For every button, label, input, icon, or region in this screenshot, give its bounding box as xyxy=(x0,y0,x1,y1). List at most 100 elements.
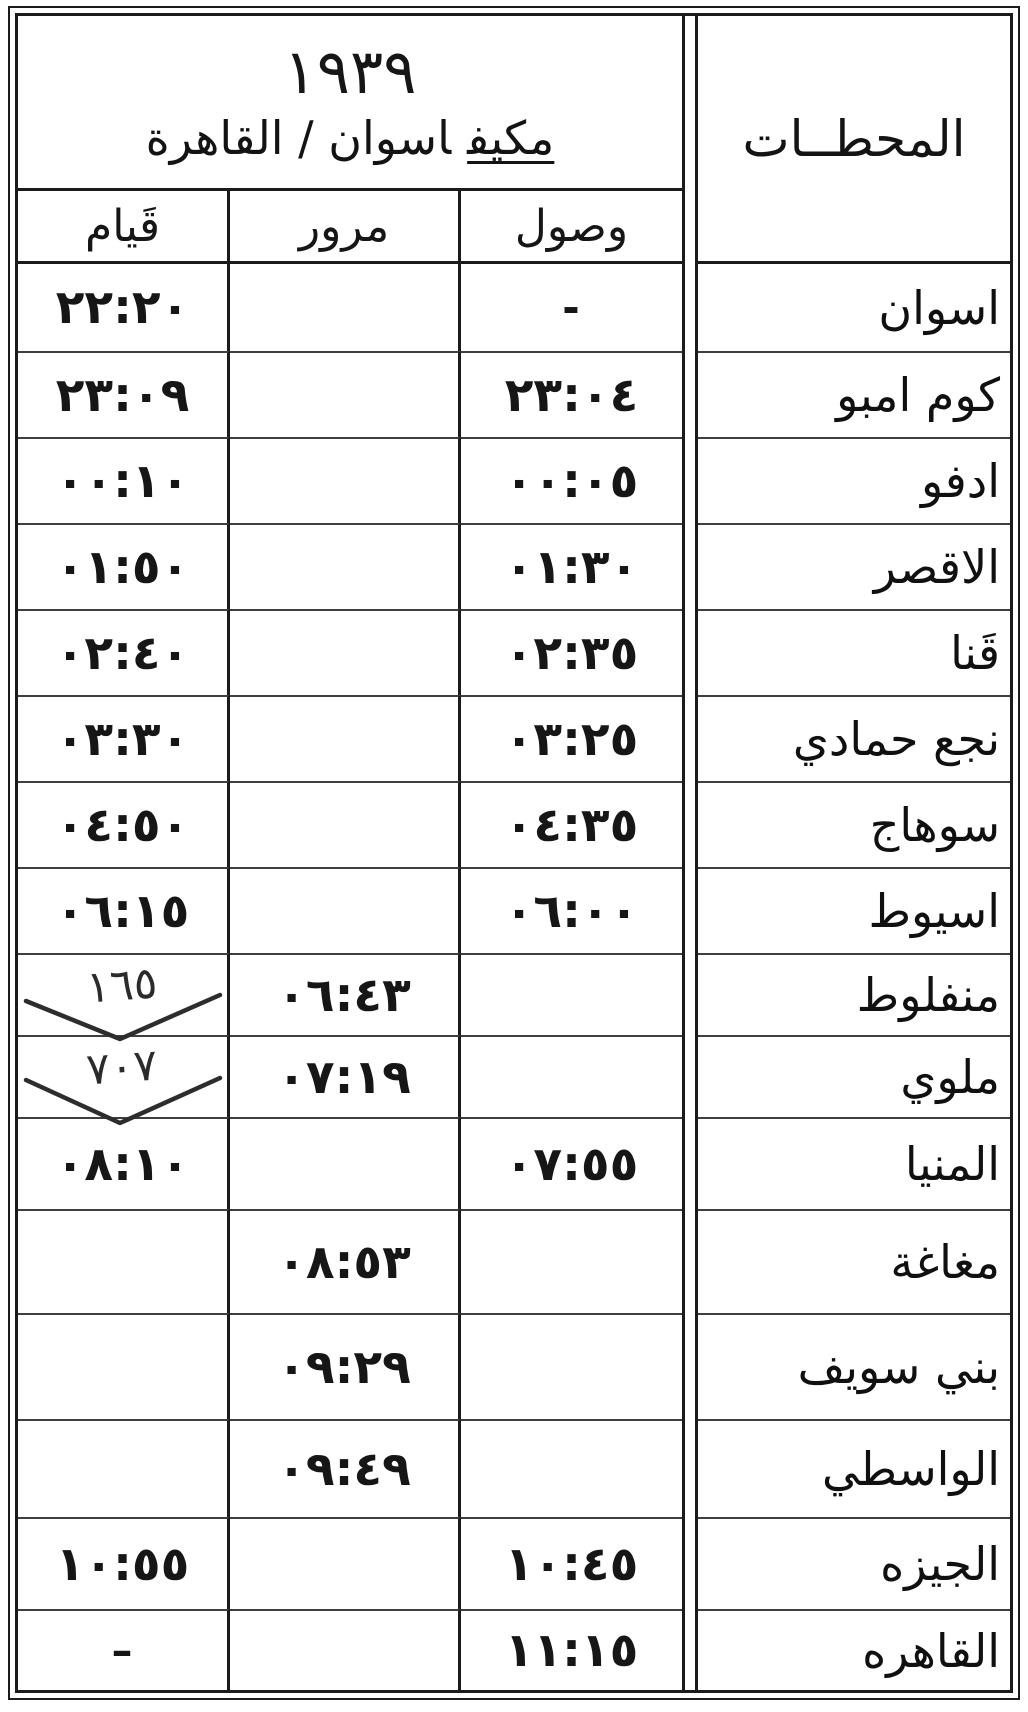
station-name: اسيوط xyxy=(868,884,1000,938)
arrival-cell: ١٠:٤٥ xyxy=(461,1517,682,1609)
station-name: سوهاج xyxy=(869,798,1000,852)
departure-time: ٠٦:١٥ xyxy=(55,883,190,939)
handwritten-annotation: ٧٠٧ xyxy=(18,1037,227,1126)
departure-cell: ٠٨:١٠ xyxy=(18,1117,230,1209)
passing-cell: ٠٩:٢٩ xyxy=(230,1313,461,1419)
arrival-time: ٠٠:٠٥ xyxy=(504,453,639,509)
passing-cell xyxy=(230,867,461,953)
departure-time: ١٠:٥٥ xyxy=(55,1536,190,1592)
timetable-grid: ١٩٣٩ مكيف اسوان / القاهرة قَيام مرور وصول… xyxy=(18,16,1010,1690)
passing-cell xyxy=(230,523,461,609)
handwritten-check-mark xyxy=(23,1075,222,1126)
station-cell: سوهاج xyxy=(698,781,1010,867)
timetable-frame: ١٩٣٩ مكيف اسوان / القاهرة قَيام مرور وصول… xyxy=(8,6,1020,1700)
passing-time: ٠٧:١٩ xyxy=(277,1049,411,1105)
arrival-time: ٠١:٣٠ xyxy=(504,539,639,595)
departure-cell xyxy=(18,1313,230,1419)
departure-cell: ٠٦:١٥ xyxy=(18,867,230,953)
station-name: ادفو xyxy=(920,454,1000,508)
station-cell: القاهره xyxy=(698,1609,1010,1690)
double-rule-separator xyxy=(682,16,698,1690)
station-name: نجع حمادي xyxy=(792,712,1000,766)
arrival-time: ٢٣:٠٤ xyxy=(504,367,639,423)
arrival-cell: ١١:١٥ xyxy=(461,1609,682,1690)
departure-time: ٠٠:١٠ xyxy=(55,453,190,509)
route-label: اسوان / القاهرة xyxy=(145,110,452,165)
arrival-cell xyxy=(461,953,682,1035)
passing-cell xyxy=(230,695,461,781)
station-cell: نجع حمادي xyxy=(698,695,1010,781)
passing-cell: ٠٦:٤٣ xyxy=(230,953,461,1035)
passing-cell xyxy=(230,351,461,437)
passing-cell: ٠٧:١٩ xyxy=(230,1035,461,1117)
station-name: الواسطي xyxy=(822,1442,1000,1496)
arrival-time: ١٠:٤٥ xyxy=(504,1536,639,1592)
station-cell: المنيا xyxy=(698,1117,1010,1209)
arrival-cell: ٠٠:٠٥ xyxy=(461,437,682,523)
station-name: بني سويف xyxy=(797,1340,1000,1394)
station-cell: منفلوط xyxy=(698,953,1010,1035)
passing-cell xyxy=(230,1517,461,1609)
service-type-label: مكيف xyxy=(467,110,555,165)
handwritten-annotation: ١٦٥ xyxy=(18,955,227,1042)
station-cell: اسوان xyxy=(698,264,1010,351)
arrival-cell xyxy=(461,1035,682,1117)
arrival-time: ٠٧:٥٥ xyxy=(504,1136,639,1192)
passing-cell: ٠٩:٤٩ xyxy=(230,1419,461,1517)
departure-cell: ٢٢:٢٠ xyxy=(18,264,230,351)
arrival-cell: ٠٢:٣٥ xyxy=(461,609,682,695)
departure-cell xyxy=(18,1419,230,1517)
passing-cell xyxy=(230,781,461,867)
passing-time: ٠٦:٤٣ xyxy=(277,967,411,1023)
column-header-departure: قَيام xyxy=(18,191,230,264)
column-header-arrival: وصول xyxy=(461,191,682,264)
station-cell: بني سويف xyxy=(698,1313,1010,1419)
departure-cell: ٧٠٧ xyxy=(18,1035,230,1126)
departure-time: ٠٢:٤٠ xyxy=(55,625,190,681)
station-name: اسوان xyxy=(878,280,1000,335)
station-cell: الجيزه xyxy=(698,1517,1010,1609)
passing-cell xyxy=(230,264,461,351)
departure-cell xyxy=(18,1209,230,1313)
station-name: المنيا xyxy=(904,1137,1000,1191)
departure-time: ٠١:٥٠ xyxy=(55,539,190,595)
station-name: قَنا xyxy=(950,626,1000,680)
arrival-cell: - xyxy=(461,264,682,351)
station-name: الجيزه xyxy=(880,1537,1000,1591)
passing-cell: ٠٨:٥٣ xyxy=(230,1209,461,1313)
arrival-time: ٠٤:٣٥ xyxy=(504,797,639,853)
station-name: كوم امبو xyxy=(836,368,1000,422)
station-cell: اسيوط xyxy=(698,867,1010,953)
departure-cell: ٠٤:٥٠ xyxy=(18,781,230,867)
arrival-cell: ٠٧:٥٥ xyxy=(461,1117,682,1209)
departure-time: ٠٣:٣٠ xyxy=(55,711,190,767)
departure-cell: – xyxy=(18,1609,230,1690)
arrival-cell xyxy=(461,1209,682,1313)
station-cell: كوم امبو xyxy=(698,351,1010,437)
departure-time: ٠٤:٥٠ xyxy=(55,797,190,853)
station-cell: الواسطي xyxy=(698,1419,1010,1517)
departure-time: ٢٣:٠٩ xyxy=(55,367,190,423)
station-cell: ملوي xyxy=(698,1035,1010,1117)
station-cell: قَنا xyxy=(698,609,1010,695)
arrival-cell: ٠٤:٣٥ xyxy=(461,781,682,867)
passing-time: ٠٩:٤٩ xyxy=(277,1441,411,1497)
arrival-cell: ٠١:٣٠ xyxy=(461,523,682,609)
train-header: ١٩٣٩ مكيف اسوان / القاهرة xyxy=(18,16,682,191)
departure-cell: ١٦٥ xyxy=(18,953,230,1042)
passing-cell xyxy=(230,609,461,695)
station-cell: ادفو xyxy=(698,437,1010,523)
arrival-cell: ٠٦:٠٠ xyxy=(461,867,682,953)
arrival-time: - xyxy=(562,282,581,332)
arrival-time: ٠٢:٣٥ xyxy=(504,625,639,681)
departure-time: ٢٢:٢٠ xyxy=(55,280,190,335)
train-number: ١٩٣٩ xyxy=(283,34,417,108)
arrival-time: ٠٦:٠٠ xyxy=(504,883,639,939)
station-name: الاقصر xyxy=(873,540,1000,594)
station-name: القاهره xyxy=(862,1623,1000,1678)
station-name: مغاغة xyxy=(890,1235,1000,1289)
station-cell: مغاغة xyxy=(698,1209,1010,1313)
passing-cell xyxy=(230,1117,461,1209)
arrival-cell xyxy=(461,1419,682,1517)
